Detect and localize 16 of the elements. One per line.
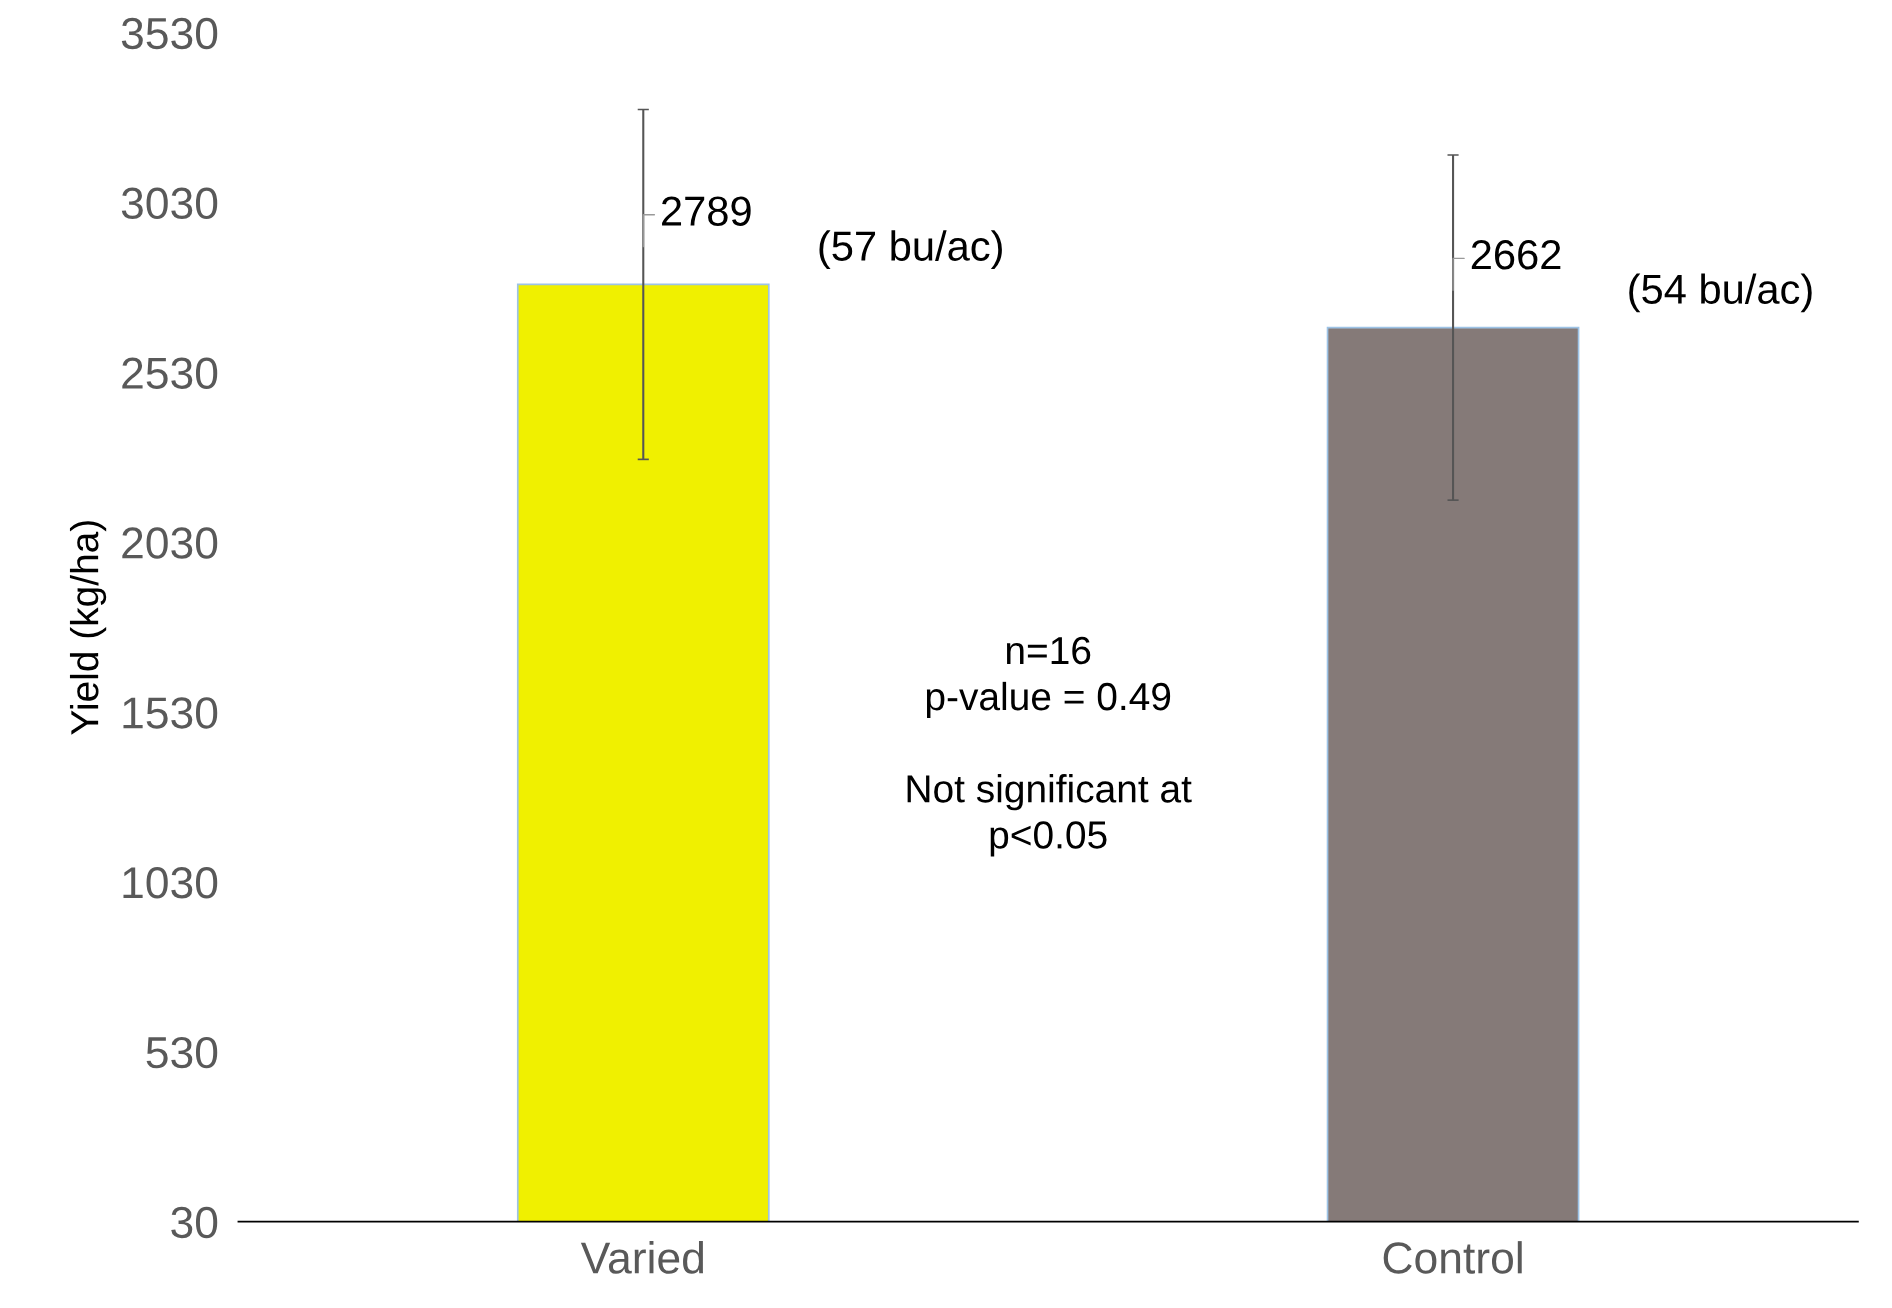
y-tick-label: 530 <box>146 1036 218 1069</box>
y-axis-title: Yield (kg/ha) <box>69 521 107 735</box>
x-tick-label: Control <box>1383 1241 1522 1274</box>
y-tick-label: 1030 <box>123 867 218 899</box>
data-label: 2789 <box>662 196 751 226</box>
text: n=16 p-value = 0.49 Not significant at p<0.05 <box>907 636 1192 857</box>
data-label: 2662 <box>1471 240 1561 270</box>
annotation: (54 bu/ac) <box>1629 273 1812 313</box>
y-tick-label: 2530 <box>122 357 218 389</box>
y-tick-label: 2030 <box>122 527 218 559</box>
y-tick-label: 3030 <box>121 187 218 220</box>
x-tick-label: Varied <box>580 1241 704 1274</box>
annotation: (57 bu/ac) <box>819 230 1002 270</box>
y-tick-label: 1530 <box>123 697 218 729</box>
y-tick-label: 30 <box>171 1206 218 1239</box>
y-tick-label: 3530 <box>121 17 218 50</box>
